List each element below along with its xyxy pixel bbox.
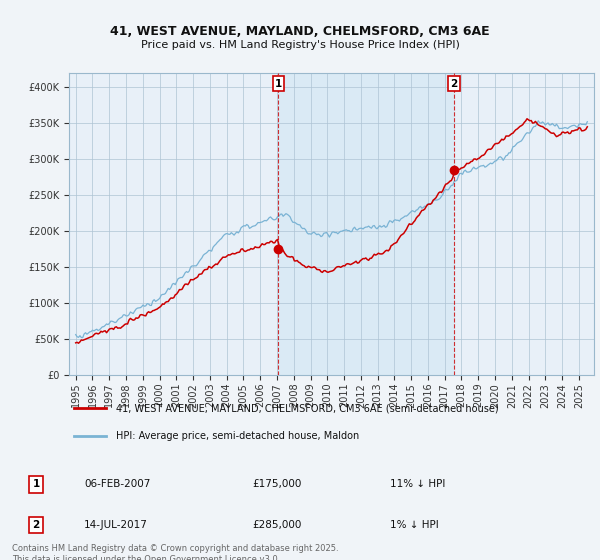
Text: 2: 2: [32, 520, 40, 530]
Text: 11% ↓ HPI: 11% ↓ HPI: [390, 479, 445, 489]
Text: £175,000: £175,000: [252, 479, 301, 489]
Text: £285,000: £285,000: [252, 520, 301, 530]
Text: HPI: Average price, semi-detached house, Maldon: HPI: Average price, semi-detached house,…: [116, 431, 359, 441]
Text: 41, WEST AVENUE, MAYLAND, CHELMSFORD, CM3 6AE: 41, WEST AVENUE, MAYLAND, CHELMSFORD, CM…: [110, 25, 490, 38]
Text: 06-FEB-2007: 06-FEB-2007: [84, 479, 151, 489]
Bar: [278, 73, 454, 375]
Text: Contains HM Land Registry data © Crown copyright and database right 2025.
This d: Contains HM Land Registry data © Crown c…: [12, 544, 338, 560]
Text: 1% ↓ HPI: 1% ↓ HPI: [390, 520, 439, 530]
Text: 14-JUL-2017: 14-JUL-2017: [84, 520, 148, 530]
Text: 2: 2: [450, 78, 457, 88]
Text: 1: 1: [275, 78, 282, 88]
Text: 41, WEST AVENUE, MAYLAND, CHELMSFORD, CM3 6AE (semi-detached house): 41, WEST AVENUE, MAYLAND, CHELMSFORD, CM…: [116, 403, 499, 413]
Text: 1: 1: [32, 479, 40, 489]
Text: Price paid vs. HM Land Registry's House Price Index (HPI): Price paid vs. HM Land Registry's House …: [140, 40, 460, 50]
